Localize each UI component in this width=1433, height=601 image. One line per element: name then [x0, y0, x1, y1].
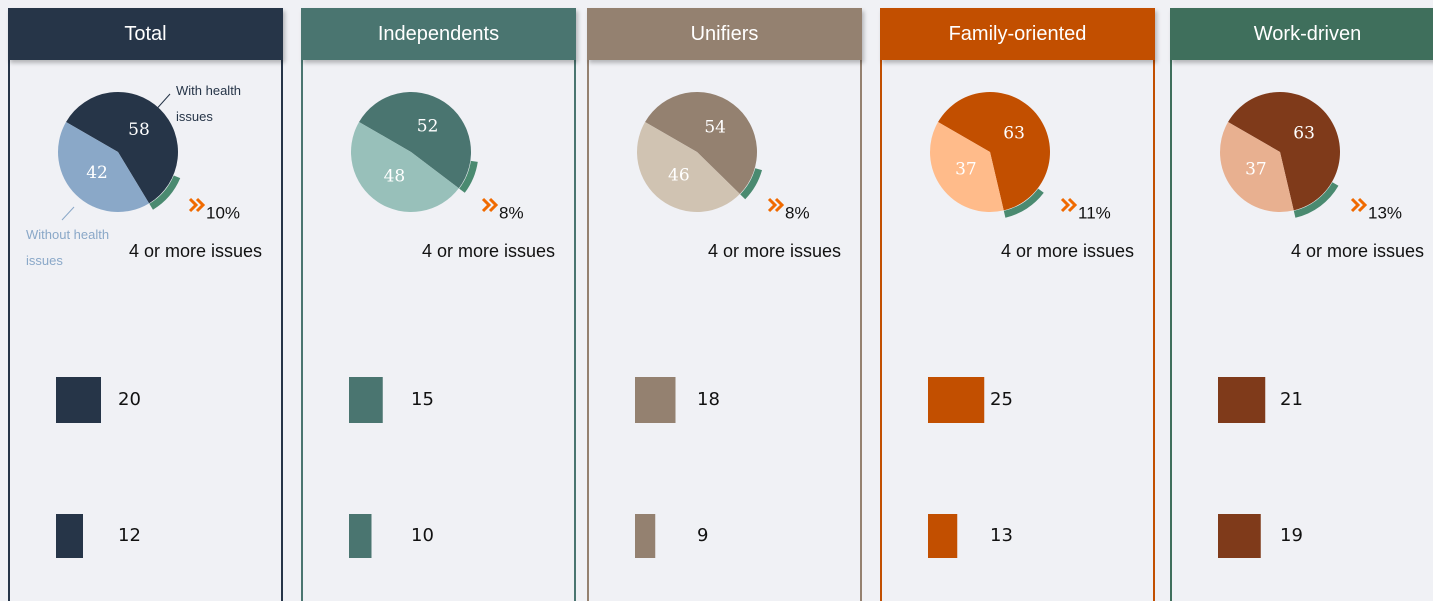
- leader-line: [152, 93, 171, 114]
- bar: [349, 514, 372, 558]
- chevron-icon: [1350, 197, 1361, 213]
- pie-slice: [930, 122, 1004, 213]
- pie-slice: [637, 122, 740, 213]
- chevron-icon: [774, 197, 785, 213]
- highlight-value: 11%: [1078, 203, 1111, 222]
- bar: [1218, 377, 1266, 423]
- pie-value-label: 63: [1293, 124, 1315, 144]
- bar-value-label: 21: [1280, 389, 1303, 410]
- bar-value-label: 10: [411, 525, 434, 546]
- pie-legend-label: Without health issues: [26, 227, 110, 268]
- leader-line: [61, 206, 75, 221]
- bar: [349, 377, 383, 423]
- highlight-caption: 4 or more issues: [129, 241, 262, 261]
- bar: [56, 377, 101, 423]
- chevron-icon: [1357, 197, 1368, 213]
- pie-value-label: 46: [668, 165, 690, 185]
- bar-value-label: 15: [411, 389, 434, 410]
- bar-value-label: 19: [1280, 525, 1303, 546]
- pie-slice: [66, 92, 178, 204]
- highlight-arc: [459, 160, 478, 193]
- highlight-value: 13%: [1368, 203, 1402, 222]
- bar-value-label: 13: [990, 525, 1013, 546]
- highlight-caption: 4 or more issues: [708, 241, 841, 261]
- highlight-caption: 4 or more issues: [1291, 241, 1424, 261]
- panel-header: Independents: [301, 8, 576, 60]
- pie-value-label: 48: [384, 166, 406, 186]
- panel-header: Family-oriented: [880, 8, 1155, 60]
- pie-value-label: 52: [417, 117, 439, 137]
- panel: Unifiers 54 46 8% 4 or more issues 18 9: [587, 8, 862, 601]
- chevron-icon: [1060, 197, 1071, 213]
- highlight-value: 8%: [785, 203, 810, 222]
- highlight-arc: [740, 168, 763, 200]
- highlight-caption: 4 or more issues: [1001, 241, 1134, 261]
- highlight-arc: [1293, 182, 1339, 218]
- chevron-icon: [188, 197, 199, 213]
- highlight-arc: [149, 175, 181, 210]
- pie-value-label: 37: [955, 159, 977, 179]
- pie-legend-label: With health issues: [176, 83, 242, 124]
- pie-value-label: 42: [86, 163, 108, 183]
- bar: [1218, 514, 1261, 558]
- panel: Family-oriented 63 37 11% 4 or more issues 25…: [880, 8, 1155, 601]
- chevron-icon: [481, 197, 492, 213]
- panel: Total 58 42 10% 4 or more issues 20 12 With hea…: [8, 8, 283, 601]
- pie-value-label: 37: [1245, 159, 1267, 179]
- pie-value-label: 63: [1003, 124, 1025, 144]
- pie-slice: [1220, 122, 1294, 213]
- bar: [635, 377, 676, 423]
- panel: Work-driven 63 37 13% 4 or more issues 21 19: [1170, 8, 1433, 601]
- panel-graphic: 54 46 8% 4 or more issues 18 9: [635, 92, 841, 558]
- pie-slice: [351, 122, 459, 212]
- highlight-arc: [1003, 188, 1044, 218]
- chevron-icon: [195, 197, 206, 213]
- panel-graphic: 63 37 11% 4 or more issues 25 13: [928, 92, 1134, 558]
- bar-value-label: 18: [697, 389, 720, 410]
- panel-graphic: 52 48 8% 4 or more issues 15 10: [349, 91, 555, 558]
- chevron-icon: [767, 197, 778, 213]
- bar-value-label: 12: [118, 525, 141, 546]
- pie-slice: [645, 92, 757, 194]
- highlight-value: 8%: [499, 203, 524, 222]
- pie-slice: [938, 92, 1050, 211]
- bar-value-label: 20: [118, 389, 141, 410]
- bar-value-label: 25: [990, 389, 1013, 410]
- panel-header: Unifiers: [587, 8, 862, 60]
- panel-graphic: 58 42 10% 4 or more issues 20 12: [56, 92, 262, 558]
- chevron-icon: [488, 197, 499, 213]
- pie-value-label: 54: [704, 118, 726, 138]
- bar: [928, 377, 985, 423]
- panel: Independents 52 48 8% 4 or more issues 15 10: [301, 8, 576, 601]
- bar: [928, 514, 958, 558]
- pie-slice: [57, 122, 150, 213]
- bar-value-label: 9: [697, 525, 708, 546]
- panel-header: Total: [8, 8, 283, 60]
- pie-slice: [359, 91, 472, 189]
- bar: [635, 514, 656, 558]
- highlight-value: 10%: [206, 203, 240, 222]
- panel-header: Work-driven: [1170, 8, 1433, 60]
- pie-value-label: 58: [128, 120, 150, 140]
- bar: [56, 514, 83, 558]
- panel-graphic: 63 37 13% 4 or more issues 21 19: [1218, 92, 1424, 558]
- chevron-icon: [1067, 197, 1078, 213]
- pie-slice: [1228, 92, 1340, 211]
- highlight-caption: 4 or more issues: [422, 241, 555, 261]
